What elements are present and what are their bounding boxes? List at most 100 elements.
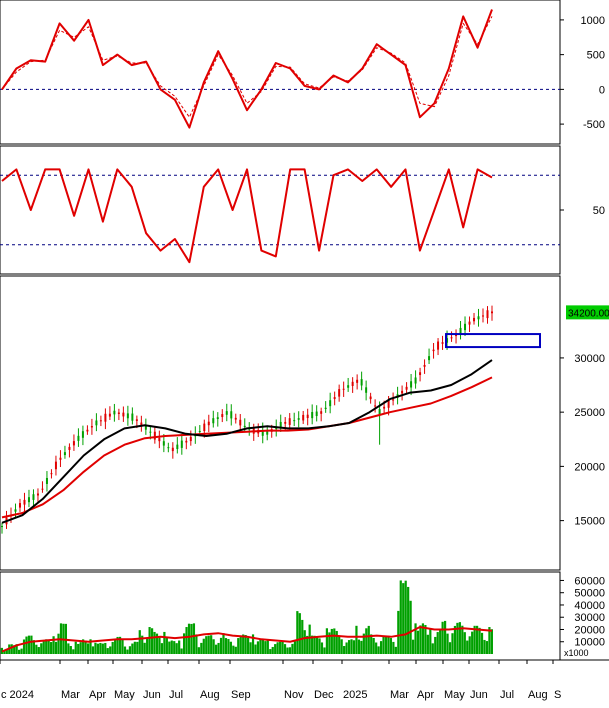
volume-bar — [264, 641, 267, 654]
volume-bar — [286, 647, 289, 654]
volume-bar — [109, 646, 112, 654]
volume-bar — [468, 636, 471, 654]
price-fast-moving-average — [1, 359, 493, 524]
last-price-tag — [566, 305, 609, 320]
price-candle-body — [437, 341, 440, 350]
price-candle-body — [311, 412, 314, 419]
oscillator-2-tick-label: 50 — [593, 205, 605, 217]
oscillator-1-signal-line — [1, 16, 493, 118]
price-tick-label: 30000 — [574, 353, 605, 365]
volume-bar — [308, 624, 311, 654]
price-panel: 30000 25000 20000 15000 34200.00 — [1, 305, 609, 534]
volume-bar — [340, 639, 343, 654]
price-candle-body — [446, 338, 449, 343]
price-candle-body — [198, 430, 201, 432]
price-candle-body — [108, 413, 111, 417]
x-axis-label: Aug — [200, 689, 220, 701]
volume-bar — [476, 625, 479, 654]
volume-tick-label: 40000 — [574, 600, 605, 612]
volume-bar — [343, 646, 346, 654]
price-candle-body — [450, 337, 453, 339]
oscillator-1-panel: 1000 500 0 -500 — [0, 9, 605, 131]
volume-bar — [22, 639, 26, 654]
volume-bar — [195, 634, 198, 654]
price-candle-body — [216, 417, 219, 420]
price-candle-body — [140, 422, 143, 426]
price-candle-body — [176, 444, 179, 450]
volume-bar — [52, 636, 55, 654]
price-tick-label: 15000 — [574, 516, 605, 528]
volume-bar — [451, 633, 454, 654]
volume-bar — [377, 646, 380, 654]
volume-bar — [126, 649, 129, 654]
volume-bar — [478, 627, 481, 654]
price-candle-body — [338, 389, 341, 397]
x-axis: c 2024 Mar Apr May Jun Jul Aug Sep Nov Dec 2025 Mar… — [0, 660, 561, 701]
volume-bar — [131, 643, 134, 654]
price-candle-body — [482, 315, 485, 317]
volume-bar — [187, 623, 191, 654]
price-candle-body — [491, 311, 493, 314]
volume-bar — [323, 647, 326, 654]
volume-bar — [281, 641, 284, 654]
volume-bar — [443, 620, 447, 654]
volume-bar — [182, 633, 186, 654]
volume-bar — [170, 640, 173, 654]
price-candle-body — [486, 310, 489, 319]
volume-bar — [242, 634, 245, 654]
volume-bar — [328, 632, 331, 654]
volume-tick-label: 20000 — [574, 624, 605, 636]
price-candle-body — [167, 447, 170, 449]
volume-bar — [490, 629, 493, 654]
volume-bar — [387, 635, 390, 654]
volume-bar — [269, 649, 272, 654]
volume-bar — [431, 643, 434, 654]
volume-bar — [205, 636, 208, 654]
volume-bar — [94, 642, 97, 654]
price-candle-body — [405, 386, 408, 390]
x-axis-label: Nov — [284, 689, 304, 701]
price-candle-body — [86, 429, 89, 432]
volume-bar — [96, 643, 100, 654]
volume-bar — [352, 640, 356, 654]
volume-bar — [370, 634, 373, 654]
x-axis-label: May — [444, 689, 465, 701]
oscillator-1-tick-label: -500 — [583, 119, 605, 131]
volume-bar — [463, 632, 466, 654]
price-tick-label: 20000 — [574, 461, 605, 473]
volume-bar — [446, 633, 449, 654]
x-axis-label: Mar — [61, 689, 80, 701]
price-candle-body — [144, 426, 147, 430]
volume-bar — [232, 645, 235, 654]
volume-bar — [298, 613, 301, 654]
volume-bar — [86, 643, 90, 654]
volume-bar — [485, 641, 489, 654]
volume-bar — [138, 630, 141, 654]
volume-bar — [123, 646, 127, 654]
volume-bar — [276, 642, 279, 654]
price-candle-body — [180, 440, 183, 448]
volume-bar — [239, 636, 242, 654]
volume-bar — [30, 635, 33, 654]
volume-bar — [458, 622, 461, 654]
volume-bar — [333, 628, 336, 654]
price-candle-body — [333, 397, 336, 399]
volume-bar — [190, 623, 193, 654]
volume-bar — [392, 641, 395, 654]
volume-bar — [365, 628, 368, 654]
x-axis-label: Aug — [528, 689, 548, 701]
volume-bar — [404, 580, 407, 654]
price-candle-body — [162, 441, 165, 446]
x-axis-label: S — [554, 689, 561, 701]
volume-bar — [384, 635, 388, 654]
volume-bar — [426, 634, 429, 654]
volume-bar — [163, 631, 166, 654]
volume-bar — [318, 638, 321, 654]
volume-bar — [82, 639, 85, 654]
volume-bar — [407, 586, 410, 654]
volume-bar — [429, 629, 432, 654]
price-candle-body — [95, 420, 98, 426]
volume-bar — [375, 642, 378, 654]
price-candle-body — [54, 461, 57, 470]
price-candle-body — [27, 497, 30, 503]
